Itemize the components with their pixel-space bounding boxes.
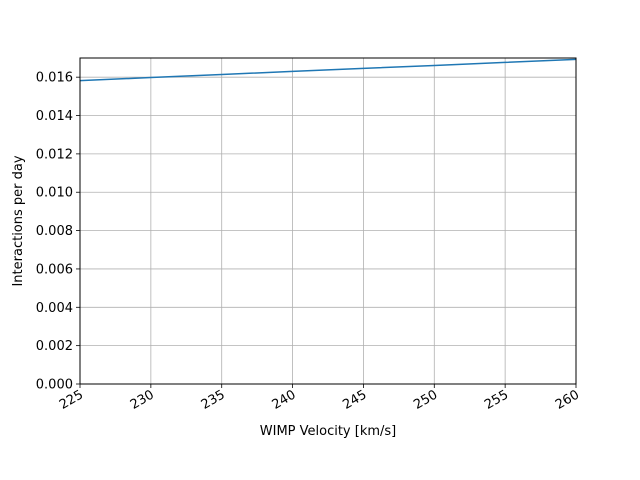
y-axis: 0.000 0.002 0.004 0.006 0.008 0.010 0.012 0.014… <box>36 71 80 393</box>
series-layer <box>79 58 577 82</box>
series-line <box>79 58 577 82</box>
x-axis-label: WIMP Velocity [km/s] <box>260 424 397 439</box>
y-tick-label: 0.002 <box>36 339 73 354</box>
y-tick-label: 0.000 <box>36 378 73 393</box>
plot-frame <box>79 57 577 385</box>
y-tick-label: 0.012 <box>36 147 73 162</box>
y-tick-label: 0.010 <box>36 186 73 201</box>
plot-area <box>80 58 576 384</box>
y-tick-label: 0.006 <box>36 262 73 277</box>
y-tick-label: 0.004 <box>36 301 73 316</box>
y-tick-label: 0.016 <box>36 71 73 86</box>
y-axis-label: Interactions per day <box>11 155 26 286</box>
y-tick-label: 0.008 <box>36 224 73 239</box>
y-tick-label: 0.014 <box>36 109 73 124</box>
